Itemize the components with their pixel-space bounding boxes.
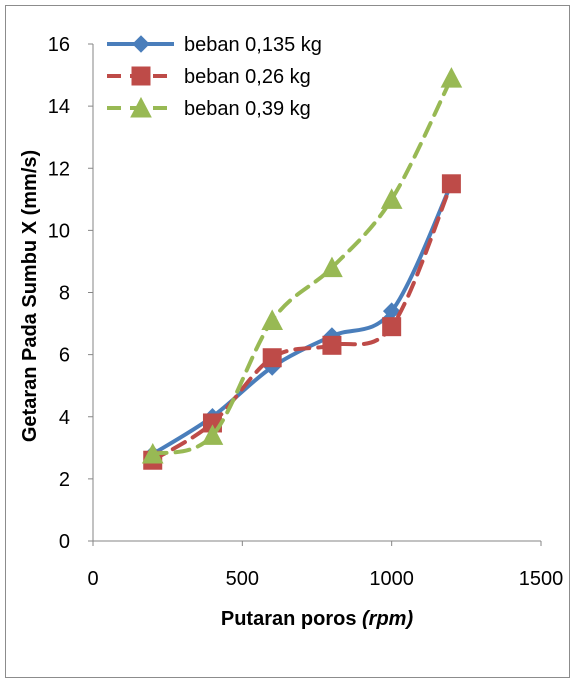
x-tick-label: 1000 bbox=[369, 568, 414, 590]
y-tick-label: 12 bbox=[48, 158, 70, 180]
data-point-triangle-marker bbox=[440, 67, 463, 88]
x-tick-label: 1500 bbox=[519, 568, 564, 590]
x-axis-title: Putaran poros (rpm) bbox=[221, 608, 414, 630]
series-line-2 bbox=[150, 181, 454, 463]
y-tick-label: 6 bbox=[59, 345, 70, 367]
data-point-triangle-marker bbox=[380, 188, 403, 209]
series-line-3 bbox=[150, 76, 454, 457]
y-tick-label: 16 bbox=[48, 34, 70, 56]
legend: beban 0,135 kg beban 0,26 kg beban 0,39 kg bbox=[107, 34, 322, 120]
data-point-triangle-marker bbox=[261, 309, 284, 330]
chart-frame bbox=[5, 5, 570, 678]
data-point-triangle-marker bbox=[321, 256, 343, 278]
legend-label-2: beban 0,26 kg bbox=[184, 66, 311, 88]
legend-label-1: beban 0,135 kg bbox=[184, 34, 322, 56]
data-point-triangle-marker bbox=[201, 424, 224, 445]
x-tick-label: 500 bbox=[226, 568, 259, 590]
data-point-square-marker bbox=[322, 335, 342, 355]
x-axis-title-unit: (rpm) bbox=[362, 608, 413, 630]
legend-triangle-marker bbox=[130, 96, 152, 118]
legend-diamond-marker bbox=[132, 35, 150, 53]
legend-label-3: beban 0,39 kg bbox=[184, 98, 311, 120]
y-tick-label: 0 bbox=[59, 531, 70, 553]
legend-square-marker bbox=[131, 66, 151, 86]
x-tick-label: 0 bbox=[87, 568, 98, 590]
y-tick-label: 14 bbox=[48, 96, 70, 118]
data-point-triangle-marker bbox=[141, 442, 164, 464]
y-axis-title: Getaran Pada Sumbu X (mm/s) bbox=[19, 150, 41, 442]
x-axis-title-main: Putaran poros bbox=[221, 608, 362, 630]
series-line-1 bbox=[150, 181, 454, 457]
y-tick-label: 4 bbox=[59, 407, 70, 429]
data-point-square-marker bbox=[441, 174, 461, 194]
y-tick-label: 8 bbox=[59, 283, 70, 305]
data-point-square-marker bbox=[262, 348, 282, 368]
y-tick-label: 10 bbox=[48, 220, 70, 242]
data-point-square-marker bbox=[382, 317, 402, 337]
series-lines bbox=[141, 67, 463, 470]
tick-labels: 0 2 4 6 8 10 12 14 16 0 500 1000 1500 bbox=[48, 34, 564, 590]
y-tick-label: 2 bbox=[59, 469, 70, 491]
